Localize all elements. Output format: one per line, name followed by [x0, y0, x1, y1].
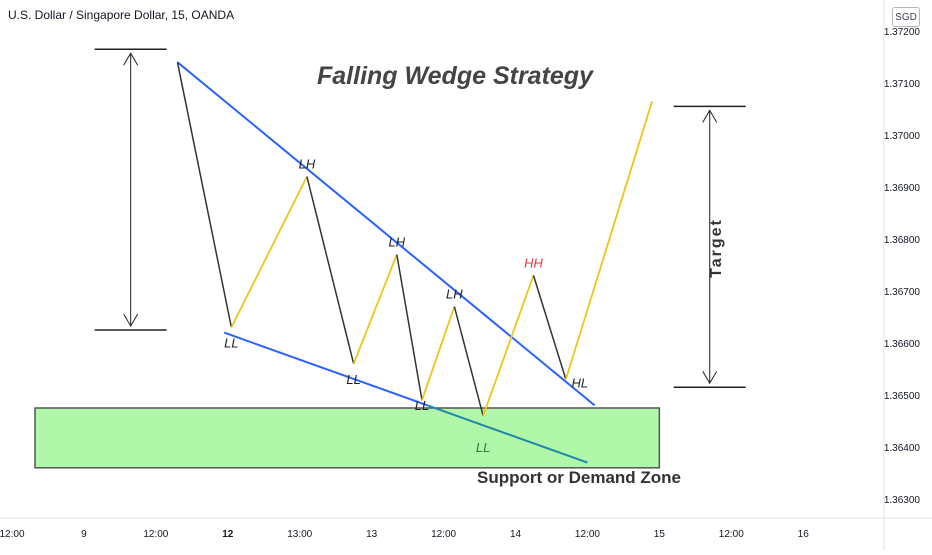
up-leg-segment — [565, 100, 654, 380]
currency-badge[interactable]: SGD — [892, 7, 920, 27]
pivot-label-lh: LH — [389, 235, 406, 250]
x-tick-label: 9 — [81, 529, 87, 540]
height-measure-arrow-down — [123, 313, 139, 327]
y-tick-label: 1.36400 — [884, 443, 921, 454]
pivot-label-lh: LH — [446, 287, 463, 302]
pivot-label-ll: LL — [415, 398, 429, 413]
pivot-label-lh: LH — [299, 157, 316, 172]
down-leg-segment — [306, 176, 355, 364]
up-leg-segment — [352, 254, 398, 365]
down-leg-segment — [532, 275, 567, 380]
x-tick-label: 16 — [798, 529, 810, 540]
pivot-label-hl: HL — [572, 375, 589, 390]
target-measure-arrow-down — [702, 370, 718, 385]
upper-trendline — [176, 61, 596, 407]
y-tick-label: 1.36700 — [884, 287, 921, 298]
down-leg-segment — [176, 62, 233, 328]
lower-trendline-tail — [427, 404, 588, 464]
x-tick-label: 12:00 — [575, 529, 600, 540]
up-leg-segment — [230, 176, 308, 328]
down-leg-segment — [453, 306, 484, 416]
chart-title: Falling Wedge Strategy — [317, 62, 594, 90]
y-tick-label: 1.36600 — [884, 339, 921, 350]
y-tick-label: 1.37200 — [884, 27, 921, 38]
down-leg-segment — [396, 254, 423, 401]
up-leg-segment — [482, 275, 535, 417]
height-measure-arrow-up — [123, 52, 139, 66]
y-tick-label: 1.37100 — [884, 79, 921, 90]
lower-trendline — [223, 331, 428, 407]
target-label: Target — [708, 218, 725, 278]
target-measure-arrow-up — [702, 109, 718, 123]
y-tick-label: 1.36900 — [884, 183, 921, 194]
x-tick-label: 14 — [510, 529, 522, 540]
demand-zone — [34, 407, 661, 469]
pivot-label-ll: LL — [476, 440, 490, 455]
y-tick-label: 1.37000 — [884, 131, 921, 142]
x-tick-label: 12:00 — [0, 529, 25, 540]
demand-zone-label: Support or Demand Zone — [477, 468, 681, 487]
x-tick-label: 13 — [366, 529, 378, 540]
symbol-title: U.S. Dollar / Singapore Dollar, 15, OAND… — [8, 8, 235, 22]
y-tick-label: 1.36500 — [884, 391, 921, 402]
pivot-label-ll: LL — [346, 372, 360, 387]
y-tick-label: 1.36300 — [884, 495, 921, 506]
x-tick-label: 12:00 — [719, 529, 744, 540]
up-leg-segment — [421, 306, 456, 401]
x-tick-label: 15 — [654, 529, 666, 540]
pivot-label-ll: LL — [224, 335, 238, 350]
pivot-label-hh: HH — [524, 255, 543, 270]
x-tick-label: 12:00 — [143, 529, 168, 540]
x-tick-label: 12 — [222, 529, 234, 540]
x-tick-label: 13:00 — [287, 529, 312, 540]
y-tick-label: 1.36800 — [884, 235, 921, 246]
x-tick-label: 12:00 — [431, 529, 456, 540]
